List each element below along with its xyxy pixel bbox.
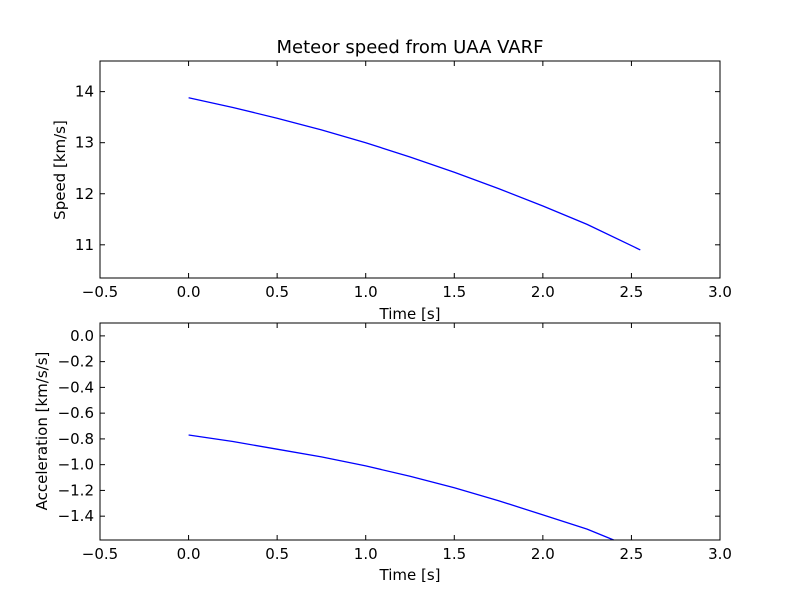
tick-group: −0.5 0.0 0.5 1.0 1.5 2.0 2.5 3.0 0.0 −0.2 −0.4 −0.6…	[58, 323, 732, 563]
x-tick-label: 2.5	[619, 283, 643, 301]
y-tick-label: 0.0	[70, 327, 94, 345]
y-tick-label: −1.2	[58, 481, 94, 499]
x-tick-label: 2.5	[619, 545, 643, 563]
x-tick-label: 3.0	[708, 545, 732, 563]
y-tick-label: −0.4	[58, 378, 94, 396]
speed-chart: Meteor speed from UAA VARF Time [s] Spee…	[51, 37, 732, 323]
x-tick-label: 2.0	[531, 545, 555, 563]
x-tick-label: 1.5	[442, 283, 466, 301]
y-tick-label: −0.8	[58, 430, 94, 448]
x-axis-label: Time [s]	[379, 305, 441, 323]
x-tick-label: 0.0	[177, 283, 201, 301]
plot-frame	[99, 60, 721, 279]
y-tick-label: 13	[75, 134, 94, 152]
x-tick-label: 1.5	[442, 545, 466, 563]
x-tick-label: 0.5	[265, 545, 289, 563]
y-tick-label: −1.0	[58, 456, 94, 474]
x-axis-label: Time [s]	[379, 566, 441, 584]
x-tick-label: 3.0	[708, 283, 732, 301]
acceleration-chart: Time [s] Acceleration [km/s/s] −0.5 0.0 0.…	[33, 322, 732, 584]
y-tick-label: 12	[75, 185, 94, 203]
x-tick-label: 1.0	[354, 545, 378, 563]
x-tick-label: 0.0	[177, 545, 201, 563]
y-tick-label: 14	[75, 83, 94, 101]
plot-frame	[99, 322, 721, 541]
series-line	[188, 97, 641, 251]
x-tick-label: −0.5	[82, 545, 118, 563]
y-tick-label: 11	[75, 236, 94, 254]
y-tick-label: −0.2	[58, 353, 94, 371]
chart-title: Meteor speed from UAA VARF	[277, 37, 544, 58]
x-tick-label: −0.5	[82, 283, 118, 301]
y-tick-label: −0.6	[58, 404, 94, 422]
series-group	[188, 434, 614, 541]
series-group	[188, 97, 641, 251]
x-tick-label: 0.5	[265, 283, 289, 301]
x-tick-label: 1.0	[354, 283, 378, 301]
y-axis-label: Acceleration [km/s/s]	[33, 352, 51, 511]
series-line	[188, 434, 614, 541]
y-axis-label: Speed [km/s]	[51, 120, 69, 220]
x-tick-label: 2.0	[531, 283, 555, 301]
y-tick-label: −1.4	[58, 507, 94, 525]
tick-group: −0.5 0.0 0.5 1.0 1.5 2.0 2.5 3.0 11 12 13 14	[75, 61, 732, 301]
